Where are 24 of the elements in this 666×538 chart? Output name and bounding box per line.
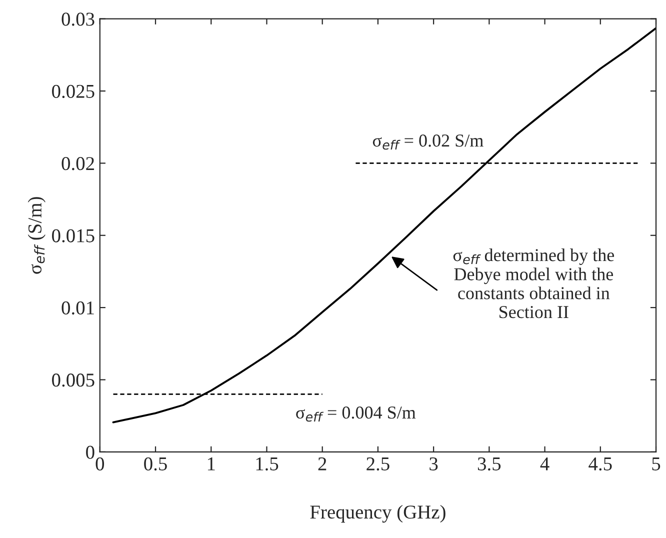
- annotation: σ$_{eff}$ = 0.004 S/m: [296, 406, 416, 422]
- line-series: [112, 27, 656, 424]
- y-tick-label: 0.02: [62, 157, 94, 170]
- x-axis-title: Frequency (GHz): [310, 504, 446, 523]
- y-tick-label: 0.005: [52, 374, 94, 387]
- x-tick-label: 5: [652, 458, 660, 470]
- x-tick-label: 4.5: [588, 457, 612, 471]
- annotation: σ$_{eff}$ = 0.02 S/m: [372, 134, 484, 150]
- y-tick-label: 0.025: [52, 84, 94, 98]
- y-tick-label: 0.01: [62, 301, 94, 315]
- annotation: σ$_{eff}$ determined by the Debye model with the constants obtained in Section II: [453, 248, 614, 318]
- y-tick-label: 0.03: [62, 12, 94, 26]
- y-tick-label: 0.015: [52, 229, 94, 242]
- x-tick-label: 2: [318, 457, 326, 470]
- x-tick-label: 3: [430, 457, 438, 470]
- y-tick-label: 0: [86, 446, 94, 459]
- y-axis-title: σ$_{eff}$ (S/m): [28, 197, 46, 274]
- x-tick-label: 0.5: [144, 457, 167, 471]
- x-tick-label: 1: [208, 457, 215, 470]
- x-tick-label: 2.5: [366, 457, 390, 471]
- x-tick-label: 0: [96, 457, 104, 470]
- x-tick-label: 1.5: [256, 457, 278, 471]
- x-tick-label: 4: [540, 457, 550, 470]
- x-tick-label: 3.5: [478, 457, 501, 471]
